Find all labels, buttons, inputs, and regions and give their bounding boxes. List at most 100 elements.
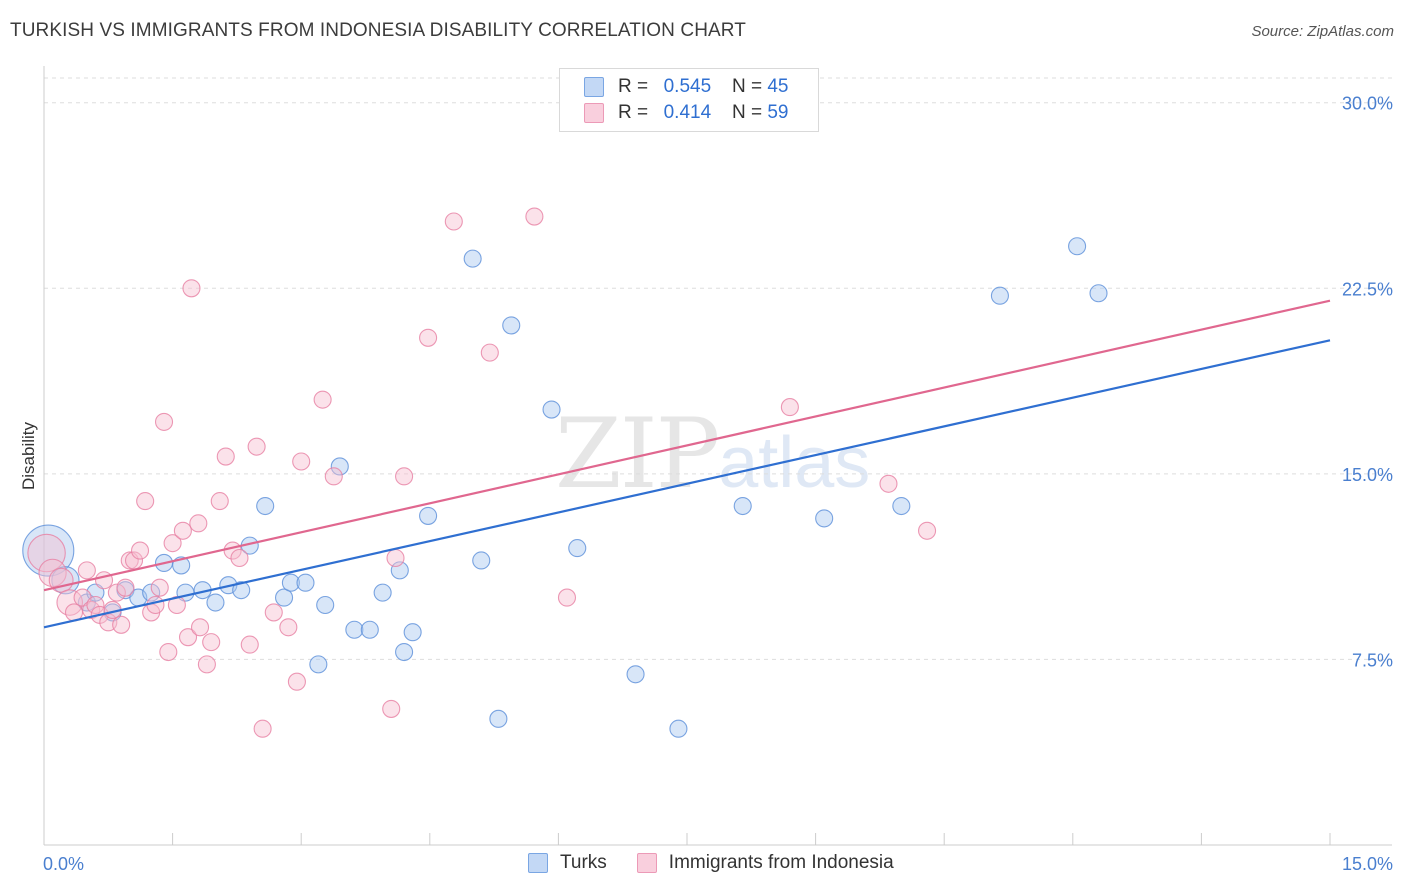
indonesia-point [150,578,169,597]
indonesia-point [178,628,198,647]
indonesia-point [480,343,499,362]
turks-point [990,286,1009,305]
indonesia-point [190,618,210,637]
turks-point [542,400,561,419]
legend-r-label: R = [618,102,649,123]
indonesia-point [264,603,283,622]
legend-label-turks: Turks [560,852,607,873]
legend-r-value: 0.545 [663,76,712,97]
indonesia-point [313,390,332,409]
indonesia-point [247,437,266,456]
turks-point [309,655,328,674]
y-axis-label: Disability [19,421,38,490]
indonesia-point [107,583,126,602]
indonesia-point [287,672,306,691]
turks-point [316,595,335,615]
indonesia-point [56,589,84,616]
x-tick-label: 0.0% [43,854,84,874]
indonesia-point [279,618,298,637]
watermark: ZIPatlas [555,398,870,510]
legend-n-value: 59 [767,102,789,123]
y-tick-label: 7.5% [1352,650,1393,670]
turks-point [281,573,300,592]
indonesia-point [780,398,799,417]
trend-lines [43,299,1331,629]
indonesia-point [395,467,414,486]
indonesia-point [112,615,131,634]
turks-point [669,719,688,738]
turks-point [330,457,349,476]
indonesia-point [154,412,174,431]
indonesia-point [202,633,221,652]
turks-point [1089,284,1108,303]
turks-point [815,509,834,528]
indonesia-point [27,533,66,573]
turks-trend-line [43,339,1331,629]
indonesia-point [292,452,311,471]
turks-point [489,709,508,728]
chart-title: TURKISH VS IMMIGRANTS FROM INDONESIA DIS… [10,20,746,41]
indonesia-point [230,548,249,568]
indonesia-point [163,534,182,553]
legend-label-indonesia: Immigrants from Indonesia [668,852,894,873]
indonesia-point [386,548,405,568]
indonesia-point [182,279,201,298]
indonesia-point [557,588,577,607]
indonesia-point [130,541,150,560]
source-credit: Source: ZipAtlas.com [1251,23,1394,40]
indonesia-point [159,642,178,662]
turks-point [419,506,438,525]
y-tick-label: 30.0% [1342,94,1393,114]
turks-point [568,539,587,558]
watermark-atlas: atlas [718,423,871,503]
legend-swatch-turks [528,853,548,873]
indonesia-point [210,492,229,511]
indonesia-point [189,514,208,533]
indonesia-point [86,595,105,615]
y-tick-label: 22.5% [1342,279,1393,299]
watermark-zip: ZIP [555,398,720,510]
data-points [22,207,1108,738]
indonesia-point [77,561,96,580]
turks-point [502,316,521,335]
series-legend: Turks Immigrants from Indonesia [528,852,924,874]
turks-point [345,620,364,639]
legend-n-value: 45 [767,76,789,97]
indonesia-point [216,447,235,466]
legend-swatch-indonesia [584,103,604,123]
legend-n-label: N = [731,102,763,123]
turks-point [232,581,251,600]
turks-point [733,496,752,516]
turks-point [373,583,392,602]
turks-point [275,588,294,607]
legend-item-turks: Turks [528,852,607,874]
indonesia-point [116,578,135,597]
indonesia-point [444,212,463,231]
turks-point [892,496,911,516]
indonesia-point [146,595,165,615]
legend-r-label: R = [618,76,649,97]
legend-item-indonesia: Immigrants from Indonesia [636,852,894,874]
turks-point [206,593,225,612]
turks-point [395,642,414,662]
legend-row-indonesia: R = 0.414 N = 59 [584,100,788,126]
turks-point [256,496,275,516]
turks-point [360,620,379,639]
turks-point [296,573,315,592]
indonesia-trend-line [43,299,1331,592]
indonesia-point [253,719,272,738]
indonesia-point [918,521,937,540]
indonesia-point [324,467,343,486]
y-tick-label: 15.0% [1342,465,1393,485]
indonesia-point [173,521,192,540]
legend-r-value: 0.414 [663,102,712,123]
turks-point [463,249,482,268]
indonesia-point [136,492,155,511]
indonesia-point [48,567,74,593]
indonesia-point [382,699,401,718]
turks-point [472,551,491,570]
x-tick-label: 15.0% [1342,854,1393,874]
legend-swatch-indonesia [636,853,657,873]
indonesia-point [38,558,67,587]
